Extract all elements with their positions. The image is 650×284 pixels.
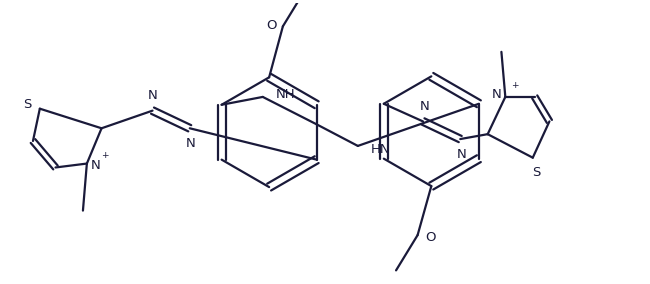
- Text: O: O: [426, 231, 436, 244]
- Text: S: S: [23, 98, 32, 111]
- Text: +: +: [511, 81, 519, 90]
- Text: N: N: [420, 100, 430, 112]
- Text: NH: NH: [276, 88, 295, 101]
- Text: N: N: [491, 88, 501, 101]
- Text: HN: HN: [370, 143, 390, 156]
- Text: +: +: [101, 151, 108, 160]
- Text: S: S: [532, 166, 541, 179]
- Text: O: O: [266, 19, 277, 32]
- Text: N: N: [456, 148, 466, 161]
- Text: N: N: [91, 159, 101, 172]
- Text: N: N: [186, 137, 196, 150]
- Text: N: N: [148, 89, 157, 102]
